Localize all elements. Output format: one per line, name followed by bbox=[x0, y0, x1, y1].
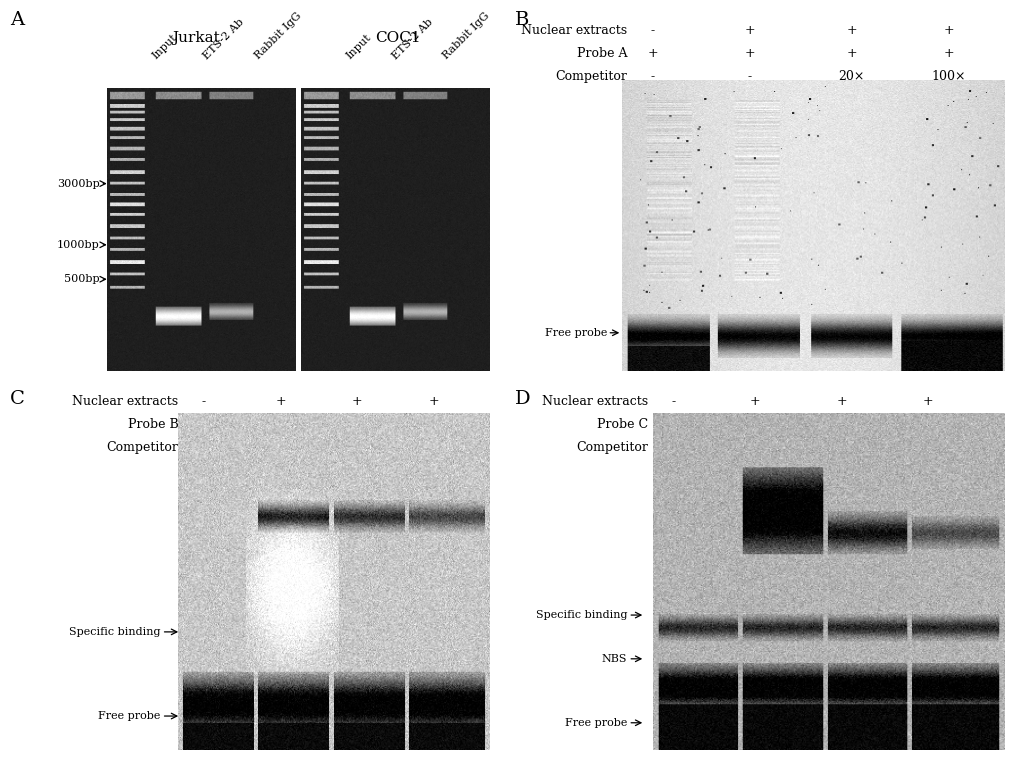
Text: -: - bbox=[650, 70, 654, 83]
Text: +: + bbox=[275, 418, 285, 431]
Text: COC1: COC1 bbox=[375, 31, 420, 45]
Text: +: + bbox=[352, 396, 362, 408]
Text: -: - bbox=[650, 24, 654, 37]
Text: C: C bbox=[10, 390, 25, 409]
Text: -: - bbox=[671, 441, 675, 454]
Text: Specific binding: Specific binding bbox=[535, 610, 627, 620]
Text: +: + bbox=[199, 418, 209, 431]
Text: Jurkat: Jurkat bbox=[172, 31, 220, 45]
Text: Input: Input bbox=[151, 32, 179, 61]
Text: +: + bbox=[744, 47, 754, 60]
Text: 20×: 20× bbox=[838, 70, 864, 83]
Text: B: B bbox=[515, 11, 529, 30]
Text: 20×: 20× bbox=[343, 441, 370, 454]
Text: +: + bbox=[428, 396, 438, 408]
Text: Probe C: Probe C bbox=[596, 418, 647, 431]
Text: +: + bbox=[352, 418, 362, 431]
Text: +: + bbox=[428, 418, 438, 431]
Text: Competitor: Competitor bbox=[576, 441, 647, 454]
Text: 3000bp: 3000bp bbox=[57, 178, 100, 189]
Text: +: + bbox=[749, 418, 759, 431]
Text: Nuclear extracts: Nuclear extracts bbox=[72, 396, 178, 408]
Text: Free probe: Free probe bbox=[565, 718, 627, 728]
Text: +: + bbox=[647, 47, 657, 60]
Text: +: + bbox=[667, 418, 678, 431]
Text: Nuclear extracts: Nuclear extracts bbox=[541, 396, 647, 408]
Text: -: - bbox=[671, 396, 675, 408]
Text: Specific binding: Specific binding bbox=[69, 627, 161, 637]
Text: +: + bbox=[836, 396, 846, 408]
Text: +: + bbox=[922, 396, 932, 408]
Text: Nuclear extracts: Nuclear extracts bbox=[521, 24, 627, 37]
Text: D: D bbox=[515, 390, 530, 409]
Text: -: - bbox=[202, 396, 206, 408]
Text: -: - bbox=[752, 441, 756, 454]
Text: A: A bbox=[10, 11, 24, 30]
Text: +: + bbox=[943, 47, 953, 60]
Text: ETS-2 Ab: ETS-2 Ab bbox=[390, 17, 434, 61]
Text: Competitor: Competitor bbox=[107, 441, 178, 454]
Text: -: - bbox=[278, 441, 282, 454]
Text: +: + bbox=[275, 396, 285, 408]
Text: Probe B: Probe B bbox=[127, 418, 178, 431]
Text: Rabbit IgG: Rabbit IgG bbox=[253, 11, 303, 61]
Text: 100×: 100× bbox=[930, 70, 965, 83]
Text: Free probe: Free probe bbox=[98, 711, 161, 721]
Text: 1000bp: 1000bp bbox=[57, 239, 100, 250]
Text: +: + bbox=[744, 24, 754, 37]
Text: ETS-2 Ab: ETS-2 Ab bbox=[202, 17, 246, 61]
Text: Competitor: Competitor bbox=[555, 70, 627, 83]
Text: +: + bbox=[836, 418, 846, 431]
Text: NBS: NBS bbox=[601, 654, 627, 664]
Text: 500bp: 500bp bbox=[64, 274, 100, 285]
Text: 20×: 20× bbox=[827, 441, 854, 454]
Text: +: + bbox=[749, 396, 759, 408]
Text: Probe A: Probe A bbox=[576, 47, 627, 60]
Text: -: - bbox=[202, 441, 206, 454]
Text: Free probe: Free probe bbox=[544, 327, 606, 338]
Text: Input: Input bbox=[344, 32, 373, 61]
Text: 100×: 100× bbox=[416, 441, 450, 454]
Text: 100×: 100× bbox=[910, 441, 945, 454]
Text: +: + bbox=[846, 24, 856, 37]
Text: +: + bbox=[922, 418, 932, 431]
Text: -: - bbox=[747, 70, 751, 83]
Text: +: + bbox=[943, 24, 953, 37]
Text: +: + bbox=[846, 47, 856, 60]
Text: Rabbit IgG: Rabbit IgG bbox=[440, 11, 491, 61]
